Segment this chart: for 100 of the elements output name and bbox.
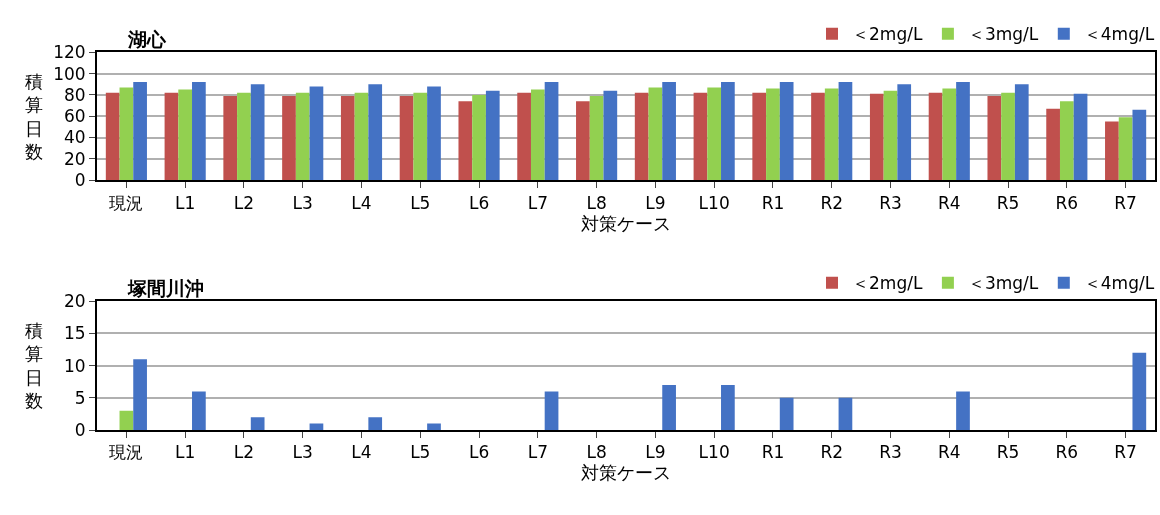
bar xyxy=(648,87,663,181)
x-tick-label: L4 xyxy=(351,442,372,463)
bar xyxy=(838,397,853,431)
x-tick-label: L6 xyxy=(468,442,490,463)
x-tick-label: L9 xyxy=(645,192,666,213)
bar xyxy=(119,87,134,181)
bar xyxy=(119,410,134,431)
x-tick-label: L5 xyxy=(410,192,431,213)
y-tick-label: 15 xyxy=(63,323,86,344)
x-tick-label: R2 xyxy=(820,192,844,213)
bar xyxy=(752,92,767,181)
y-tick-label: 20 xyxy=(63,148,86,169)
bar xyxy=(956,391,970,431)
bar xyxy=(164,92,179,181)
bar xyxy=(192,82,206,181)
y-tick-label: 0 xyxy=(74,419,86,440)
y-tick-label: 20 xyxy=(63,291,86,312)
x-tick-label: L4 xyxy=(351,192,372,213)
bar xyxy=(250,84,265,181)
x-tick-label: L5 xyxy=(410,442,431,463)
y-axis-title: 積算日数 xyxy=(25,320,43,412)
x-tick-label: R3 xyxy=(879,442,902,463)
bar xyxy=(766,88,780,181)
x-tick-label: L10 xyxy=(698,192,730,213)
bar xyxy=(1046,108,1060,181)
bar xyxy=(987,95,1002,181)
x-tick-label: R4 xyxy=(937,442,961,463)
bar xyxy=(1014,84,1029,181)
y-tick-label: 80 xyxy=(63,84,86,105)
y-tick-label: 120 xyxy=(53,42,86,63)
x-tick-label: R5 xyxy=(996,192,1020,213)
bar xyxy=(869,93,884,181)
bar xyxy=(472,94,486,181)
bar xyxy=(1118,117,1133,181)
bar xyxy=(721,384,735,431)
bar xyxy=(178,89,193,181)
x-tick-label: R7 xyxy=(1114,192,1137,213)
bar xyxy=(1132,109,1147,181)
bar xyxy=(883,90,898,181)
bar xyxy=(458,101,473,181)
legend-label: ＜2mg/L xyxy=(852,273,923,294)
bar xyxy=(779,397,794,431)
x-tick-label: L7 xyxy=(527,192,548,213)
bar xyxy=(721,82,735,181)
bar xyxy=(368,84,383,181)
bar xyxy=(133,359,147,431)
x-tick-label: L9 xyxy=(645,442,666,463)
bar xyxy=(354,92,369,181)
x-tick-label: R6 xyxy=(1055,192,1079,213)
x-tick-label: L1 xyxy=(175,442,196,463)
bar xyxy=(309,86,324,181)
x-tick-label: R3 xyxy=(879,192,902,213)
bar xyxy=(237,92,251,181)
y-tick-label: 40 xyxy=(63,127,86,148)
x-tick-label: L10 xyxy=(698,442,730,463)
x-tick-label: 現況 xyxy=(109,192,144,213)
bar xyxy=(838,82,853,181)
bar xyxy=(1132,352,1147,431)
x-tick-label: 現況 xyxy=(109,442,144,463)
x-axis-title: 対策ケース xyxy=(581,462,671,484)
bar xyxy=(942,88,957,181)
x-tick-label: R1 xyxy=(761,192,785,213)
bar xyxy=(223,95,238,181)
bar xyxy=(340,95,355,181)
x-tick-label: L8 xyxy=(586,442,607,463)
y-axis-title: 積算日数 xyxy=(25,71,43,163)
x-tick-label: L6 xyxy=(468,192,490,213)
bar xyxy=(811,92,825,181)
bar xyxy=(1073,93,1088,181)
chart-title: 湖心 xyxy=(127,28,167,50)
bar xyxy=(589,95,604,181)
bar xyxy=(399,95,414,181)
bar xyxy=(1001,92,1015,181)
bar xyxy=(662,82,676,181)
bar xyxy=(413,92,428,181)
legend-label: ＜3mg/L xyxy=(967,273,1039,294)
bar xyxy=(295,92,310,181)
bar xyxy=(576,101,590,181)
bar xyxy=(427,86,441,181)
y-tick-label: 0 xyxy=(74,170,86,191)
bar xyxy=(517,92,531,181)
bar xyxy=(693,92,708,181)
bar xyxy=(824,88,839,181)
bar xyxy=(133,82,147,181)
x-tick-label: L2 xyxy=(233,192,255,213)
bar xyxy=(250,417,265,431)
x-tick-label: R5 xyxy=(996,442,1020,463)
bar xyxy=(544,82,559,181)
bar xyxy=(427,423,441,431)
bar xyxy=(779,82,794,181)
y-tick-label: 10 xyxy=(63,355,86,376)
x-tick-label: R6 xyxy=(1055,442,1079,463)
x-tick-label: L3 xyxy=(292,192,313,213)
bar xyxy=(956,82,970,181)
bar xyxy=(368,417,383,431)
bar xyxy=(282,95,296,181)
y-tick-label: 60 xyxy=(63,106,86,127)
x-tick-label: R4 xyxy=(937,192,961,213)
x-axis-title: 対策ケース xyxy=(581,212,671,234)
chart-title: 塚間川沖 xyxy=(127,277,204,299)
